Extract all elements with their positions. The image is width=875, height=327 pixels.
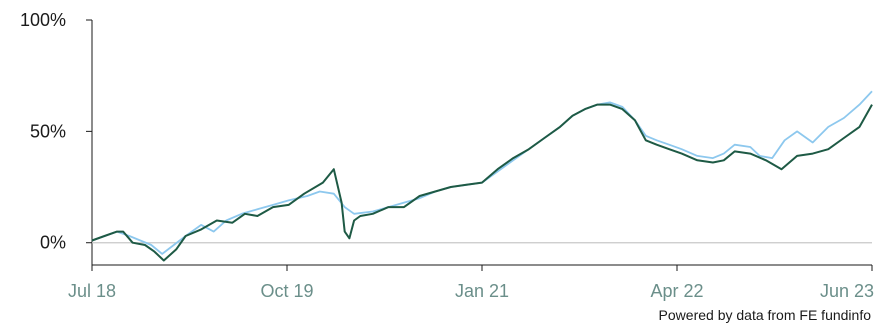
series_2-line	[91, 90, 873, 255]
x-tick-label: Oct 19	[260, 281, 313, 301]
x-tick-label: Jun 23	[820, 281, 874, 301]
x-tick-label: Jul 18	[68, 281, 116, 301]
y-tick-label: 0%	[40, 233, 66, 253]
y-axis: 100% 50% 0%	[20, 10, 93, 265]
data-source-credit: Powered by data from FE fundinfo	[658, 307, 871, 323]
y-tick-label: 50%	[30, 121, 66, 141]
series-layer	[91, 90, 873, 262]
x-tick-label: Apr 22	[650, 281, 703, 301]
series_1-line	[91, 103, 873, 262]
x-axis: Jul 18 Oct 19 Jan 21 Apr 22 Jun 23	[68, 264, 874, 301]
x-tick-label: Jan 21	[455, 281, 509, 301]
y-tick-label: 100%	[20, 10, 66, 30]
